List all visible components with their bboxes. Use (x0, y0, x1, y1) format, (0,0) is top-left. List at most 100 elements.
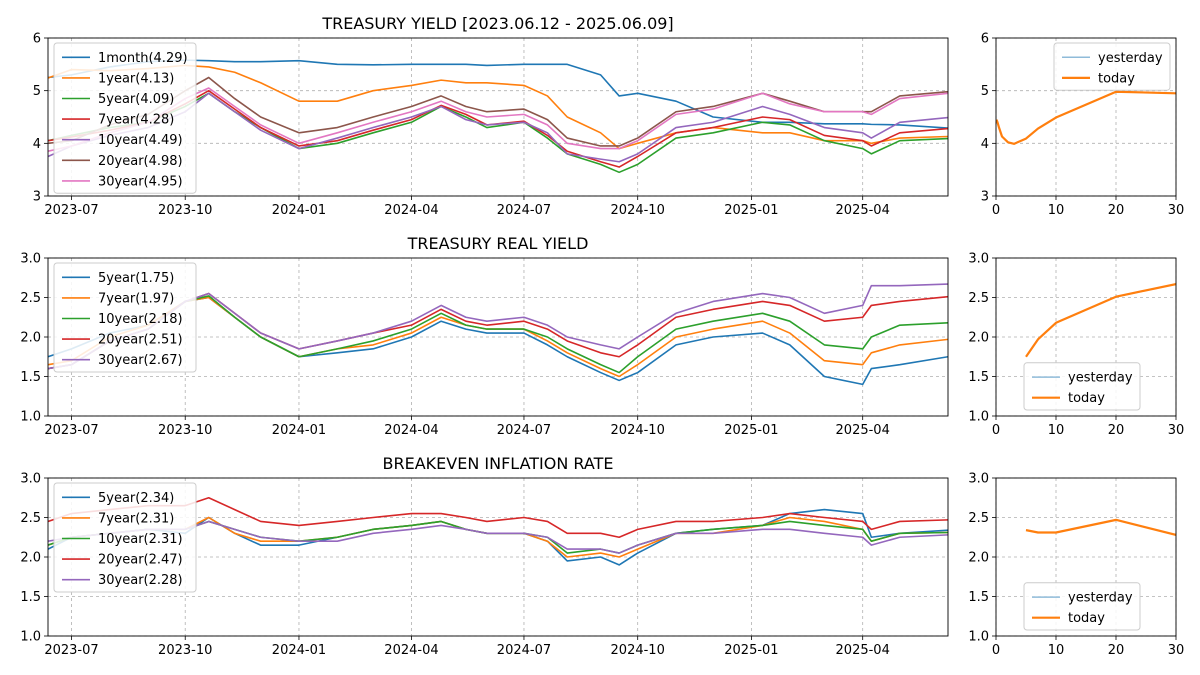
y-tick-label: 2.0 (968, 551, 989, 566)
legend: yesterday today (1023, 582, 1141, 631)
x-tick-label: 20 (1108, 203, 1125, 218)
y-tick-label: 2.0 (20, 331, 41, 346)
y-tick-label: 6 (33, 32, 41, 47)
series-line-30year-4-95- (48, 87, 948, 153)
axes-frame (995, 257, 1177, 417)
axes-frame (47, 37, 949, 197)
legend-label: yesterday (1068, 371, 1133, 386)
x-tick-label: 2024-04 (384, 643, 438, 658)
y-tick-label: 1.5 (968, 370, 989, 385)
x-tick-label: 2023-10 (158, 203, 212, 218)
x-tick-label: 0 (992, 643, 1000, 658)
real_ts-panel: 2023-07 2023-10 2024-01 2024-04 2024-07 2024-… (20, 234, 949, 438)
x-tick-label: 2024-01 (272, 423, 326, 438)
legend-label: 5year(4.09) (98, 92, 174, 107)
axes-frame (995, 37, 1177, 197)
y-tick-label: 4 (33, 137, 41, 152)
legend-label: 1month(4.29) (98, 51, 188, 66)
legend-label: today (1098, 71, 1135, 86)
y-tick-label: 5 (33, 84, 41, 99)
series-line-1year-4-13- (48, 64, 948, 150)
x-tick-label: 2023-10 (158, 643, 212, 658)
x-tick-label: 2024-07 (497, 643, 551, 658)
bei_curve-panel: 0 10 20 30 1.0 1.5 2.0 2.5 3.0 yesterday today (968, 472, 1184, 659)
y-tick-label: 3.0 (968, 252, 989, 267)
y-tick-label: 1.5 (20, 590, 41, 605)
legend: 5year(1.75) 7year(1.97) 10year(2.18) 20year… (53, 262, 197, 373)
series-line-today (1025, 282, 1176, 358)
x-tick-label: 30 (1168, 643, 1185, 658)
series-group (48, 496, 948, 566)
chart-title: BREAKEVEN INFLATION RATE (383, 454, 614, 473)
x-tick-label: 20 (1108, 423, 1125, 438)
chart-title: TREASURY REAL YIELD (407, 234, 589, 253)
legend: yesterday today (1053, 42, 1171, 91)
x-tick-label: 30 (1168, 203, 1185, 218)
real_curve-panel: 0 10 20 30 1.0 1.5 2.0 2.5 3.0 yesterday today (968, 252, 1184, 439)
x-tick-label: 2025-04 (836, 643, 890, 658)
series-line-today (996, 90, 1176, 145)
legend: yesterday today (1023, 362, 1141, 411)
series-line-10year-2-18- (48, 295, 948, 374)
axes-frame (995, 477, 1177, 637)
series-line-10year-4-49- (48, 92, 948, 163)
x-tick-label: 2025-01 (724, 203, 778, 218)
y-tick-label: 5 (981, 84, 989, 99)
y-tick-label: 1.0 (20, 630, 41, 645)
x-tick-label: 2024-10 (611, 203, 665, 218)
y-tick-label: 2.0 (20, 551, 41, 566)
y-tick-label: 1.0 (20, 410, 41, 425)
nominal_curve-panel: 0 10 20 30 3 4 5 6 yesterday today (981, 32, 1185, 219)
x-tick-label: 0 (992, 423, 1000, 438)
legend-label: 30year(2.67) (98, 353, 183, 368)
legend-box (53, 482, 197, 593)
y-tick-label: 4 (981, 137, 989, 152)
legend-label: 10year(4.49) (98, 133, 183, 148)
x-tick-label: 2023-07 (44, 203, 98, 218)
x-tick-label: 0 (992, 203, 1000, 218)
axes-frame (47, 257, 949, 417)
y-tick-label: 3.0 (20, 252, 41, 267)
x-tick-label: 2024-04 (384, 203, 438, 218)
legend-label: today (1068, 611, 1105, 626)
y-tick-label: 1.0 (968, 630, 989, 645)
x-tick-label: 2023-10 (158, 423, 212, 438)
series-line-yesterday (996, 90, 1176, 145)
series-line-30year-2-28- (48, 520, 948, 554)
legend-label: 20year(2.47) (98, 553, 183, 568)
x-tick-label: 2024-07 (497, 423, 551, 438)
legend-box (53, 262, 197, 373)
x-tick-label: 2025-01 (724, 643, 778, 658)
legend-label: 10year(2.18) (98, 312, 183, 327)
legend-label: 5year(2.34) (98, 491, 174, 506)
x-tick-label: 30 (1168, 423, 1185, 438)
x-tick-label: 2025-04 (836, 423, 890, 438)
legend-label: 7year(1.97) (98, 291, 174, 306)
legend-label: 7year(2.31) (98, 511, 174, 526)
legend: 5year(2.34) 7year(2.31) 10year(2.31) 20year… (53, 482, 197, 593)
series-group (1025, 518, 1176, 536)
y-tick-label: 1.5 (968, 590, 989, 605)
y-tick-label: 2.5 (20, 291, 41, 306)
nominal_ts-panel: 2023-07 2023-10 2024-01 2024-04 2024-07 2024-… (33, 14, 949, 218)
x-tick-label: 10 (1048, 203, 1065, 218)
axes-frame (47, 477, 949, 637)
series-line-yesterday (1025, 283, 1176, 358)
y-tick-label: 3.0 (968, 472, 989, 487)
x-tick-label: 2023-07 (44, 423, 98, 438)
series-group (996, 90, 1176, 145)
y-tick-label: 2.5 (20, 511, 41, 526)
y-tick-label: 3 (981, 190, 989, 205)
legend-label: 7year(4.28) (98, 113, 174, 128)
y-tick-label: 3 (33, 190, 41, 205)
x-tick-label: 2023-07 (44, 643, 98, 658)
series-line-today (1025, 518, 1176, 536)
x-tick-label: 10 (1048, 643, 1065, 658)
legend-label: 10year(2.31) (98, 532, 183, 547)
x-tick-label: 10 (1048, 423, 1065, 438)
legend: 1month(4.29) 1year(4.13) 5year(4.09) 7year(… (53, 42, 197, 194)
x-tick-label: 2025-01 (724, 423, 778, 438)
series-group (48, 59, 948, 174)
legend-box (53, 42, 197, 194)
